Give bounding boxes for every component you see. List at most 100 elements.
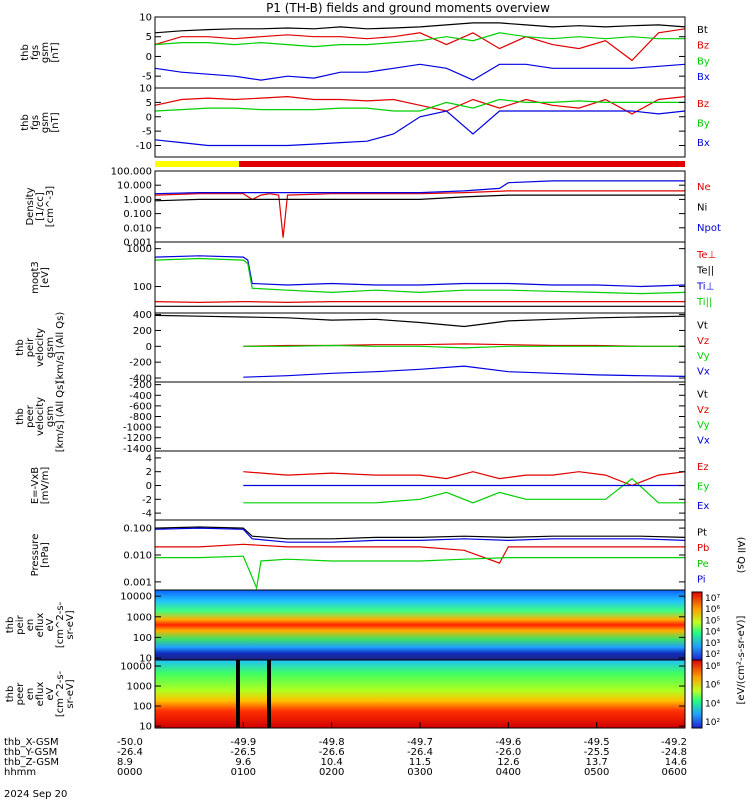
y-tick-label: -4: [142, 509, 152, 520]
legend-entry: Ez: [697, 462, 709, 473]
series-Bx-line: [154, 110, 686, 147]
x-tick-label: 0400: [496, 767, 521, 778]
legend-entry: Vx: [697, 367, 710, 378]
y-tick-label: -1200: [123, 433, 152, 444]
series-Pb-line: [155, 543, 685, 564]
x-tick-label: 0200: [319, 767, 344, 778]
chart-title: P1 (TH-B) fields and ground moments over…: [266, 1, 550, 15]
colorbar-tick-label: 10⁷: [705, 594, 720, 604]
y-tick-label: 0: [146, 342, 152, 353]
y-tick-label: 0.100: [123, 524, 152, 535]
y-tick-label: -5: [142, 72, 152, 83]
data-gap: [236, 660, 240, 728]
x-tick-label: 13.7: [586, 757, 608, 768]
colorbar-tick-label: 10²: [705, 718, 720, 728]
y-tick-label: 1000: [127, 612, 152, 623]
x-tick-label: 0100: [231, 767, 256, 778]
x-tick-label: 0600: [662, 767, 687, 778]
series-By-line: [154, 32, 685, 48]
y-axis-label: thbpeervelocitygsm[km/s] (All Qs): [15, 381, 66, 453]
mode-bar: [155, 161, 685, 167]
legend-entry: Pb: [697, 543, 709, 554]
x-tick-label: -49.7: [407, 737, 433, 748]
panel-9: 10000 1000 100 10 thbpeirenefluxeV[cm^2-s-sr…: [5, 589, 686, 665]
y-axis-label: thbfgsgsm[nT]: [20, 112, 61, 133]
y-tick-label: 10000: [120, 662, 152, 673]
legend-entry: Pt: [697, 528, 707, 539]
y-tick-label: 10: [139, 722, 152, 733]
x-tick-label: -26.0: [495, 747, 521, 758]
x-tick-label: 10.4: [321, 757, 343, 768]
y-axis-label: thbpeirvelocitygsm[km/s] (All Qs): [15, 312, 66, 384]
series-Bz-line: [154, 28, 686, 62]
series-Pe-line: [155, 555, 685, 591]
y-tick-label: 10.000: [117, 181, 152, 192]
x-tick-label: -49.8: [319, 737, 345, 748]
series-Npot-line: [154, 180, 685, 195]
y-tick-label: -400: [129, 374, 152, 385]
x-tick-label: -49.6: [495, 737, 521, 748]
legend-entry: Vt: [697, 321, 708, 332]
legend-entry: Vy: [697, 420, 710, 431]
y-tick-label: 0: [146, 481, 152, 492]
y-tick-label: -400: [129, 391, 152, 402]
legend-entry: Ne: [697, 182, 711, 193]
series-Vx-line: [243, 365, 686, 378]
colorbar-tick-label: 10⁵: [705, 616, 720, 626]
legend-entry: By: [697, 119, 710, 130]
legend-entry: By: [697, 56, 710, 67]
y-axis-label: moqt3[eV]: [30, 261, 51, 294]
y-tick-label: 10: [139, 13, 152, 24]
y-tick-label: -200: [129, 358, 152, 369]
x-row-label: thb_Y-GSM: [4, 747, 57, 758]
series-Vy-line: [243, 344, 685, 349]
y-tick-label: 10: [139, 84, 152, 95]
x-axis-annotation: thb_X-GSMthb_Y-GSMthb_Z-GSMhhmm-50.0-26.…: [4, 722, 687, 778]
legend-entry: Ni: [697, 203, 707, 214]
colorbar-tick-label: 10³: [705, 639, 720, 649]
data-gap: [267, 660, 271, 728]
legend-entry: Ti||: [696, 297, 712, 308]
side-label: (All Qs): [735, 537, 746, 574]
y-tick-label: 5: [146, 98, 152, 109]
y-tick-label: 100: [133, 702, 152, 713]
x-tick-label: -49.9: [230, 737, 256, 748]
series-Ez-line: [243, 471, 686, 487]
colorbar-tick-label: 10⁸: [705, 662, 720, 672]
panel-4: 1000 100 moqt3[eV] Te⊥ Te|| Ti⊥ Ti||: [30, 241, 716, 314]
y-tick-label: 10000: [120, 592, 152, 603]
x-tick-label: 0300: [407, 767, 432, 778]
x-tick-label: -26.5: [230, 747, 256, 758]
y-tick-label: -800: [129, 412, 152, 423]
series-Ti-line: [154, 257, 686, 295]
y-tick-label: 0.001: [123, 577, 152, 588]
y-tick-label: 1000: [127, 244, 152, 255]
y-axis-label: thbpeerenefluxeV[cm^2-s-sr-eV]: [5, 670, 76, 717]
legend-entry: Ey: [697, 482, 709, 493]
colorbars: 10⁷10⁶10⁵10⁴10³10²10⁸10⁶10⁴10²[eV/(cm²-s…: [691, 591, 747, 729]
x-tick-label: -26.6: [319, 747, 345, 758]
series-Te-line: [154, 301, 685, 304]
date-label: 2024 Sep 20: [4, 789, 67, 800]
panel-6: -200-400-600-800-1000-1200-1400 thbpeerve…: [15, 380, 710, 455]
x-tick-label: 8.9: [117, 757, 133, 768]
legend-entry: Vx: [697, 436, 710, 447]
legend-entry: Vy: [697, 351, 710, 362]
series-Pi-line: [154, 527, 686, 543]
panel-10: 10000 1000 100 10 thbpeerenefluxeV[cm^2-s-sr…: [5, 659, 686, 733]
legend-entry: Bz: [697, 99, 709, 110]
legend-entry: Bx: [697, 72, 710, 83]
series-Vt-line: [154, 314, 686, 328]
legend-entry: Te⊥: [696, 250, 716, 261]
panel-frame: [154, 312, 686, 383]
x-tick-label: 0500: [584, 767, 609, 778]
series-Bx-line: [154, 63, 686, 81]
x-tick-label: -24.8: [661, 747, 687, 758]
y-tick-label: 5: [146, 32, 152, 43]
panels: 10 5 0 -5 thbfgsgsm[nT] Bt Bz By Bx 10 5 0 -5 -10 thbf…: [5, 13, 746, 733]
colorbar: [691, 659, 703, 729]
x-tick-label: 14.6: [665, 757, 687, 768]
panel-frame: [154, 519, 686, 591]
legend-entry: Bt: [697, 25, 708, 36]
